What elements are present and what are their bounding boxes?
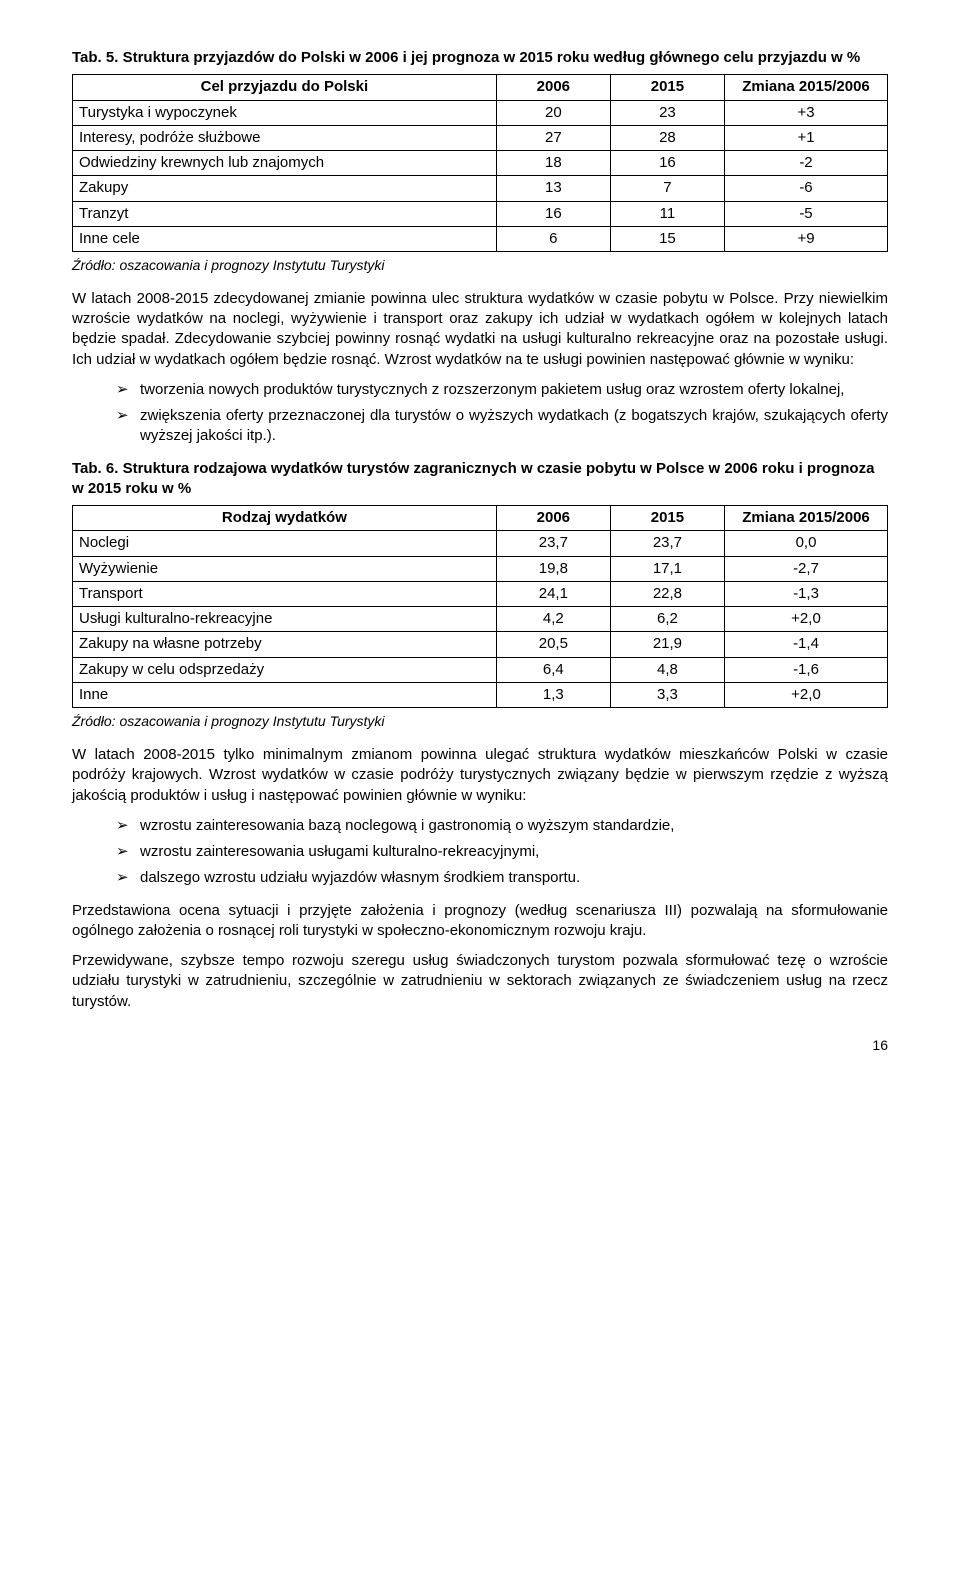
table-row: Odwiedziny krewnych lub znajomych1816-2 <box>73 151 888 176</box>
row-value: 1,3 <box>496 682 610 707</box>
row-label: Inne <box>73 682 497 707</box>
row-value: +2,0 <box>724 682 887 707</box>
table-row: Zakupy137-6 <box>73 176 888 201</box>
row-value: 6,2 <box>610 607 724 632</box>
table-row: Inne1,33,3+2,0 <box>73 682 888 707</box>
row-label: Transport <box>73 581 497 606</box>
row-value: 0,0 <box>724 531 887 556</box>
table-header-row: Rodzaj wydatków 2006 2015 Zmiana 2015/20… <box>73 506 888 531</box>
row-value: 11 <box>610 201 724 226</box>
row-value: 21,9 <box>610 632 724 657</box>
row-value: 28 <box>610 125 724 150</box>
table-row: Wyżywienie19,817,1-2,7 <box>73 556 888 581</box>
row-value: -6 <box>724 176 887 201</box>
row-value: -2,7 <box>724 556 887 581</box>
row-label: Odwiedziny krewnych lub znajomych <box>73 151 497 176</box>
row-value: 20 <box>496 100 610 125</box>
paragraph: Przedstawiona ocena sytuacji i przyjęte … <box>72 901 888 942</box>
paragraph: Przewidywane, szybsze tempo rozwoju szer… <box>72 951 888 1012</box>
row-value: -1,6 <box>724 657 887 682</box>
row-value: 6 <box>496 226 610 251</box>
row-value: 16 <box>496 201 610 226</box>
row-value: -1,3 <box>724 581 887 606</box>
row-label: Interesy, podróże służbowe <box>73 125 497 150</box>
bullet-list: wzrostu zainteresowania bazą noclegową i… <box>72 816 888 889</box>
table5-source: Źródło: oszacowania i prognozy Instytutu… <box>72 256 888 275</box>
row-value: +3 <box>724 100 887 125</box>
table-row: Usługi kulturalno-rekreacyjne4,26,2+2,0 <box>73 607 888 632</box>
table-row: Zakupy w celu odsprzedaży6,44,8-1,6 <box>73 657 888 682</box>
row-value: 4,2 <box>496 607 610 632</box>
col-header: 2015 <box>610 75 724 100</box>
row-value: 18 <box>496 151 610 176</box>
row-label: Usługi kulturalno-rekreacyjne <box>73 607 497 632</box>
row-value: 3,3 <box>610 682 724 707</box>
list-item: tworzenia nowych produktów turystycznych… <box>116 380 888 400</box>
col-header: Cel przyjazdu do Polski <box>73 75 497 100</box>
table-row: Interesy, podróże służbowe2728+1 <box>73 125 888 150</box>
row-label: Zakupy w celu odsprzedaży <box>73 657 497 682</box>
row-value: 4,8 <box>610 657 724 682</box>
row-value: -1,4 <box>724 632 887 657</box>
table-row: Inne cele615+9 <box>73 226 888 251</box>
row-value: +9 <box>724 226 887 251</box>
paragraph: W latach 2008-2015 tylko minimalnym zmia… <box>72 745 888 806</box>
table6-heading: Tab. 6. Struktura rodzajowa wydatków tur… <box>72 459 888 500</box>
row-label: Zakupy na własne potrzeby <box>73 632 497 657</box>
row-label: Turystyka i wypoczynek <box>73 100 497 125</box>
col-header: Zmiana 2015/2006 <box>724 75 887 100</box>
col-header: 2006 <box>496 75 610 100</box>
row-value: -5 <box>724 201 887 226</box>
row-value: 15 <box>610 226 724 251</box>
row-value: 19,8 <box>496 556 610 581</box>
row-value: +2,0 <box>724 607 887 632</box>
list-item: dalszego wzrostu udziału wyjazdów własny… <box>116 868 888 888</box>
row-value: 27 <box>496 125 610 150</box>
page-number: 16 <box>72 1036 888 1055</box>
row-label: Wyżywienie <box>73 556 497 581</box>
row-value: +1 <box>724 125 887 150</box>
list-item: wzrostu zainteresowania usługami kultura… <box>116 842 888 862</box>
row-label: Tranzyt <box>73 201 497 226</box>
row-value: 24,1 <box>496 581 610 606</box>
row-value: 20,5 <box>496 632 610 657</box>
row-value: 7 <box>610 176 724 201</box>
col-header: 2015 <box>610 506 724 531</box>
table5-heading: Tab. 5. Struktura przyjazdów do Polski w… <box>72 48 888 68</box>
row-label: Noclegi <box>73 531 497 556</box>
col-header: Zmiana 2015/2006 <box>724 506 887 531</box>
table-row: Noclegi23,723,70,0 <box>73 531 888 556</box>
row-value: 23 <box>610 100 724 125</box>
row-value: 23,7 <box>610 531 724 556</box>
table-row: Transport24,122,8-1,3 <box>73 581 888 606</box>
row-value: 16 <box>610 151 724 176</box>
paragraph: W latach 2008-2015 zdecydowanej zmianie … <box>72 289 888 370</box>
col-header: Rodzaj wydatków <box>73 506 497 531</box>
bullet-list: tworzenia nowych produktów turystycznych… <box>72 380 888 447</box>
row-value: 23,7 <box>496 531 610 556</box>
list-item: zwiększenia oferty przeznaczonej dla tur… <box>116 406 888 447</box>
table-header-row: Cel przyjazdu do Polski 2006 2015 Zmiana… <box>73 75 888 100</box>
row-value: 13 <box>496 176 610 201</box>
table5: Cel przyjazdu do Polski 2006 2015 Zmiana… <box>72 74 888 252</box>
row-value: 6,4 <box>496 657 610 682</box>
row-value: 22,8 <box>610 581 724 606</box>
col-header: 2006 <box>496 506 610 531</box>
list-item: wzrostu zainteresowania bazą noclegową i… <box>116 816 888 836</box>
table-row: Zakupy na własne potrzeby20,521,9-1,4 <box>73 632 888 657</box>
table-row: Tranzyt1611-5 <box>73 201 888 226</box>
table-row: Turystyka i wypoczynek2023+3 <box>73 100 888 125</box>
row-label: Zakupy <box>73 176 497 201</box>
row-label: Inne cele <box>73 226 497 251</box>
table6-source: Źródło: oszacowania i prognozy Instytutu… <box>72 712 888 731</box>
row-value: -2 <box>724 151 887 176</box>
table6: Rodzaj wydatków 2006 2015 Zmiana 2015/20… <box>72 505 888 708</box>
row-value: 17,1 <box>610 556 724 581</box>
